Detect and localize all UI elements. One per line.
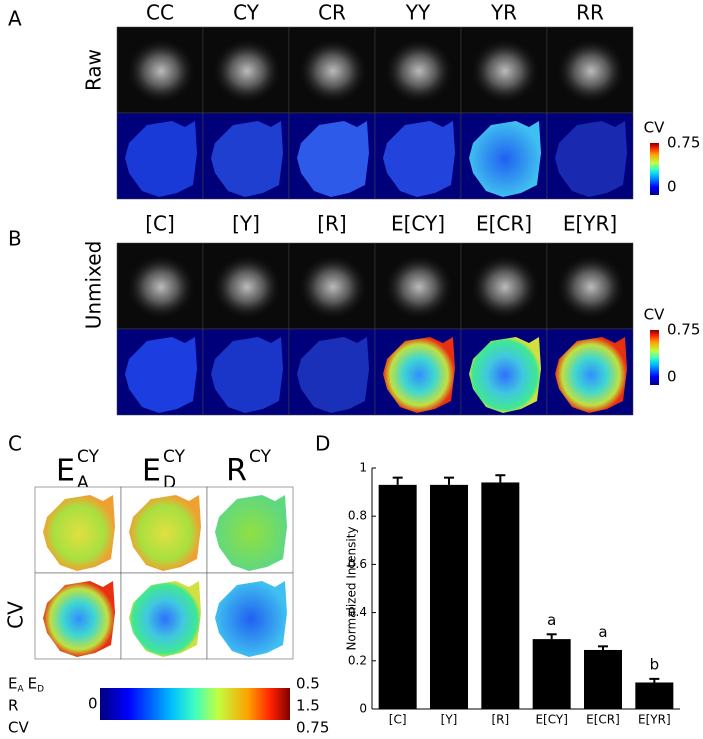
bar-label: b xyxy=(650,655,660,673)
colorbar-max: 0.75 xyxy=(667,134,700,152)
row-label: Unmixed xyxy=(82,241,106,330)
panel-label: C xyxy=(8,432,22,456)
row-label: Raw xyxy=(82,49,106,91)
colorbar-max: 0.5 xyxy=(296,675,320,693)
x-tick-label: [C] xyxy=(389,713,407,727)
bar xyxy=(430,484,468,709)
header-sup: CY xyxy=(77,447,100,467)
colorbar-min: 0 xyxy=(88,695,98,713)
bar xyxy=(378,484,417,709)
x-tick-label: E[CR] xyxy=(586,713,620,727)
cell-map xyxy=(469,337,541,413)
column-header: [C] xyxy=(145,212,175,236)
cell-signal xyxy=(471,39,539,103)
column-header: E[CY] xyxy=(391,212,445,236)
cell-map xyxy=(297,337,369,413)
colorbar-name-sub: A xyxy=(17,685,24,695)
colorbar-name: E xyxy=(28,675,37,693)
x-tick-label: [R] xyxy=(491,713,509,727)
column-header: [R] xyxy=(317,212,347,236)
colorbar-name: R xyxy=(8,697,18,715)
cell-signal xyxy=(557,39,625,103)
cell-map xyxy=(297,121,369,197)
colorbar xyxy=(650,143,659,195)
column-header: CC xyxy=(146,1,174,25)
cell-map xyxy=(215,581,287,657)
x-tick-label: E[CY] xyxy=(535,713,567,727)
column-header: [Y] xyxy=(232,212,260,236)
cell-signal xyxy=(299,39,367,103)
row-label: CV xyxy=(4,601,28,629)
colorbar-max: 0.75 xyxy=(296,719,329,737)
colorbar xyxy=(650,330,659,385)
header-base: E xyxy=(56,454,75,489)
panel-label: D xyxy=(315,432,330,456)
header-sup: CY xyxy=(249,447,272,467)
bar-label: a xyxy=(547,611,556,629)
bar xyxy=(584,649,622,709)
cell-map xyxy=(125,121,197,197)
column-header: E[CR] xyxy=(476,212,532,236)
x-tick-label: E[YR] xyxy=(638,713,671,727)
bar xyxy=(635,682,674,709)
cell-map xyxy=(555,337,627,413)
cell-signal xyxy=(385,255,453,319)
cell-map xyxy=(383,337,455,413)
cell-signal xyxy=(471,255,539,319)
header-base: R xyxy=(226,454,247,489)
colorbar-max: 0.75 xyxy=(667,321,700,339)
column-header: CY xyxy=(233,1,260,25)
column-header: RR xyxy=(576,1,604,25)
cell-signal xyxy=(213,39,281,103)
y-tick-label: 0.8 xyxy=(348,509,367,523)
cell-map xyxy=(43,495,115,571)
colorbar-name-sub: D xyxy=(37,685,44,695)
y-axis-label: Normalized Intensity xyxy=(345,526,359,650)
cell-map xyxy=(129,495,201,571)
x-tick-label: [Y] xyxy=(441,713,458,727)
cell-map xyxy=(211,121,283,197)
header-sup: CY xyxy=(163,447,186,467)
colorbar-name: CV xyxy=(8,719,29,737)
cell-signal xyxy=(213,255,281,319)
column-header: YR xyxy=(490,1,517,25)
column-header: YY xyxy=(405,1,431,25)
y-tick-label: 0.4 xyxy=(348,605,367,619)
colorbar-name: E xyxy=(8,675,17,693)
y-tick-label: 0 xyxy=(359,702,367,716)
y-tick-label: 0.6 xyxy=(348,557,367,571)
cell-map xyxy=(215,495,287,571)
panel-label: B xyxy=(8,227,22,251)
bar xyxy=(532,639,571,709)
cell-signal xyxy=(385,39,453,103)
cell-map xyxy=(469,121,541,197)
y-tick-label: 1 xyxy=(359,461,367,475)
cell-signal xyxy=(127,255,195,319)
bar-label: a xyxy=(598,623,607,641)
cell-signal xyxy=(127,39,195,103)
colorbar-title: CV xyxy=(644,119,665,137)
cell-signal xyxy=(557,255,625,319)
cell-map xyxy=(43,581,115,657)
cell-map xyxy=(125,337,197,413)
cell-map xyxy=(211,337,283,413)
colorbar-title: CV xyxy=(644,306,665,324)
colorbar-min: 0 xyxy=(667,368,677,386)
cell-map xyxy=(555,121,627,197)
cell-map xyxy=(129,581,201,657)
column-header: E[YR] xyxy=(563,212,617,236)
colorbar-max: 1.5 xyxy=(296,697,320,715)
bar xyxy=(481,482,520,709)
header-base: E xyxy=(142,454,161,489)
column-header: CR xyxy=(318,1,346,25)
panel-label: A xyxy=(8,7,22,31)
colorbar xyxy=(100,688,290,720)
y-tick-label: 0.2 xyxy=(348,653,367,667)
cell-map xyxy=(383,121,455,197)
cell-signal xyxy=(299,255,367,319)
colorbar-min: 0 xyxy=(667,178,677,196)
